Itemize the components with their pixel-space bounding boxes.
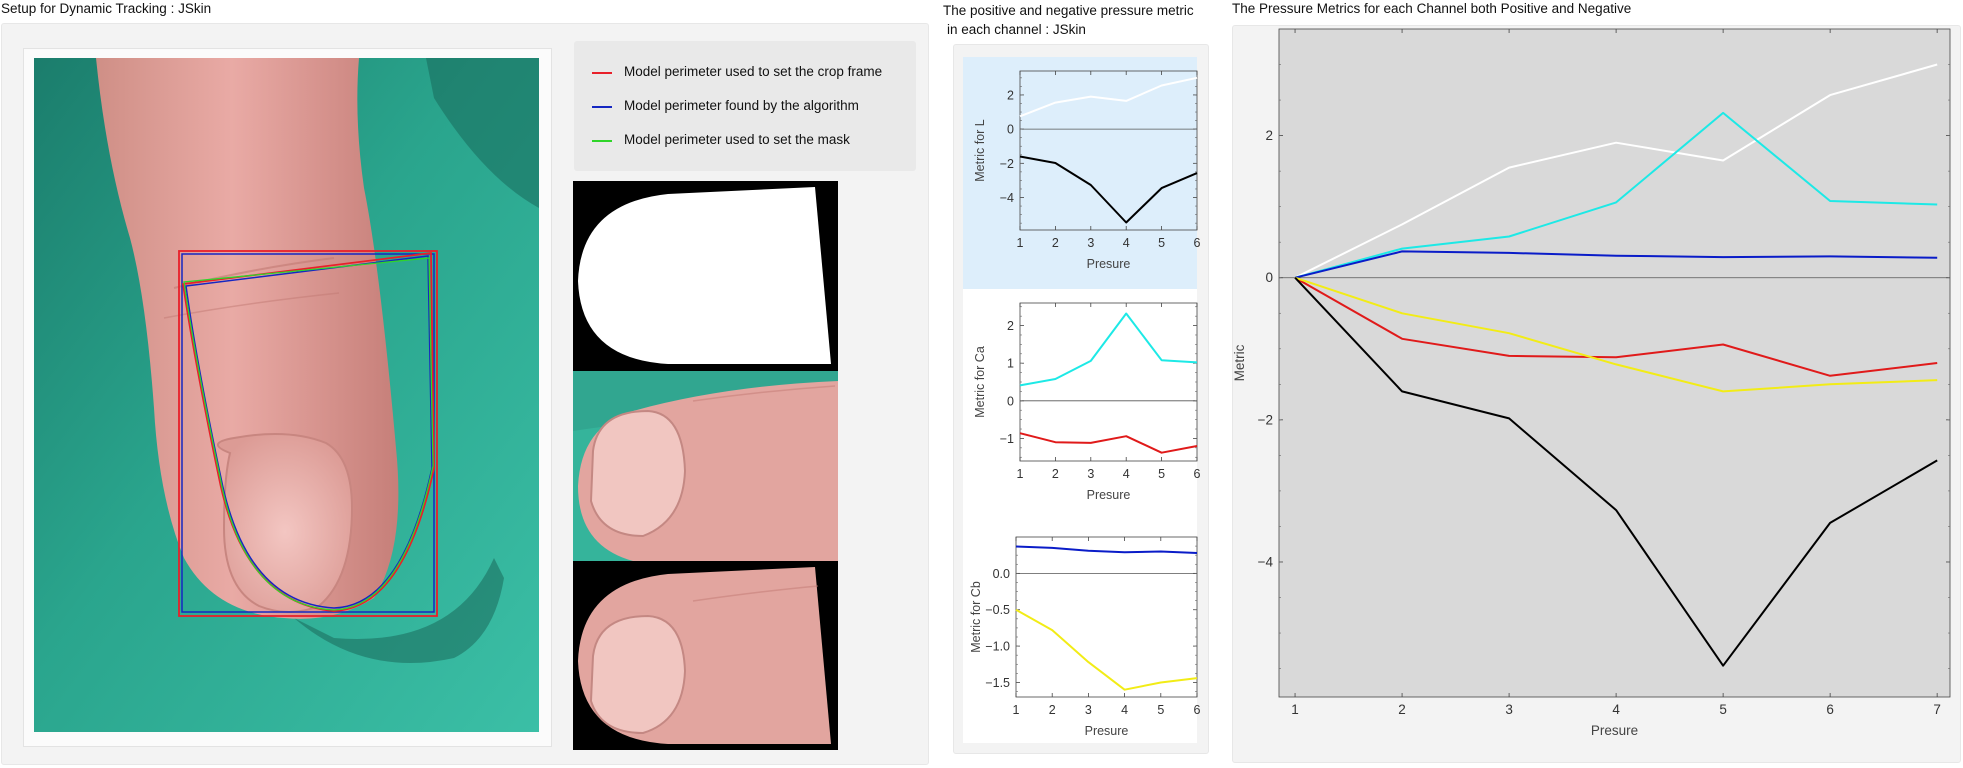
- series-line: [1019, 312, 1198, 387]
- x-tick-label: 2: [1398, 702, 1406, 717]
- y-tick-label: 0: [1007, 123, 1014, 137]
- y-axis-label: Metric for Ca: [973, 346, 987, 418]
- x-tick-label: 6: [1194, 703, 1201, 717]
- x-tick-label: 5: [1158, 236, 1165, 250]
- y-tick-label: −2: [1000, 157, 1014, 171]
- series-line: [1294, 276, 1938, 393]
- x-tick-label: 2: [1052, 467, 1059, 481]
- y-tick-label: 0.0: [993, 567, 1010, 581]
- x-axis-label: Presure: [1085, 724, 1129, 738]
- x-tick-label: 5: [1158, 467, 1165, 481]
- legend-label: Model perimeter used to set the mask: [624, 132, 850, 147]
- y-tick-label: −1.0: [985, 640, 1010, 654]
- chart-L-background: [963, 57, 1197, 289]
- y-axis-label: Metric for L: [973, 119, 987, 182]
- y-tick-label: −0.5: [985, 603, 1010, 617]
- x-tick-label: 3: [1505, 702, 1513, 717]
- combined-metric-chart: 2 0 −2 −4 1 2 3 4 5 6 7 Presure Metric: [1232, 28, 1951, 738]
- plot-frame: [1015, 536, 1198, 698]
- series-line: [1294, 277, 1938, 667]
- cropped-finger-image: [573, 371, 838, 561]
- series-line: [1294, 276, 1938, 377]
- metric-Ca-chart: 2 1 0 −1 1 2 3 4 5 6 Presure Metric for Ca: [973, 302, 1201, 502]
- y-tick-label: 2: [1265, 128, 1273, 143]
- setup-title: Setup for Dynamic Tracking : JSkin: [1, 1, 212, 16]
- metric-Cb-chart: 0.0 −0.5 −1.0 −1.51 2 3 4 5 6 Presure Metric for C…: [969, 536, 1201, 738]
- x-axis-label: Presure: [1087, 488, 1131, 502]
- series-line: [1015, 545, 1198, 554]
- x-tick-label: 6: [1194, 236, 1201, 250]
- legend-swatch-blue: [592, 106, 612, 108]
- x-tick-label: 3: [1085, 703, 1092, 717]
- x-tick-label: 4: [1612, 702, 1620, 717]
- y-tick-label: −1.5: [985, 676, 1010, 690]
- x-tick-label: 2: [1049, 703, 1056, 717]
- channel-title-line1: The positive and negative pressure metri…: [943, 3, 1194, 18]
- y-tick-label: −1: [1000, 432, 1014, 446]
- x-tick-label: 1: [1017, 236, 1024, 250]
- series-line: [1294, 111, 1938, 279]
- y-tick-label: −4: [1000, 191, 1014, 205]
- y-tick-label: −4: [1258, 554, 1274, 569]
- series-line: [1019, 432, 1198, 454]
- x-tick-label: 4: [1123, 236, 1130, 250]
- finger-photo: [34, 58, 539, 732]
- legend-label: Model perimeter found by the algorithm: [624, 98, 859, 113]
- series-line: [1019, 155, 1198, 224]
- series-line: [1294, 250, 1938, 279]
- x-tick-label: 5: [1719, 702, 1727, 717]
- plot-frame: [1019, 302, 1198, 462]
- mask-image: [573, 181, 838, 371]
- x-tick-label: 4: [1121, 703, 1128, 717]
- perimeter-legend: Model perimeter used to set the crop fra…: [574, 41, 916, 171]
- x-tick-label: 1: [1291, 702, 1299, 717]
- y-tick-label: 0: [1007, 394, 1014, 408]
- metric-L-chart: 2 0 −2 −4 1 2 3 4 5 6 Presure Metric for L: [973, 70, 1201, 271]
- channel-title-line2: in each channel : JSkin: [947, 22, 1086, 37]
- x-tick-label: 1: [1017, 467, 1024, 481]
- plot-frame: [1019, 70, 1198, 231]
- series-line: [1294, 63, 1938, 279]
- legend-swatch-red: [592, 72, 612, 74]
- x-tick-label: 6: [1194, 467, 1201, 481]
- y-tick-label: 0: [1265, 270, 1273, 285]
- x-tick-label: 1: [1013, 703, 1020, 717]
- y-tick-label: 2: [1007, 319, 1014, 333]
- x-tick-label: 6: [1826, 702, 1834, 717]
- x-tick-label: 4: [1123, 467, 1130, 481]
- masked-finger-image: [573, 561, 838, 750]
- plot-frame: [1278, 28, 1951, 698]
- series-line: [1019, 76, 1198, 118]
- x-tick-label: 3: [1087, 236, 1094, 250]
- x-axis-label: Presure: [1087, 257, 1131, 271]
- x-tick-label: 7: [1933, 702, 1941, 717]
- y-tick-label: −2: [1258, 412, 1273, 427]
- y-tick-label: 2: [1007, 88, 1014, 102]
- y-axis-label: Metric: [1232, 344, 1247, 381]
- x-tick-label: 5: [1157, 703, 1164, 717]
- x-tick-label: 2: [1052, 236, 1059, 250]
- y-axis-label: Metric for Cb: [969, 581, 983, 653]
- y-tick-label: 1: [1007, 357, 1014, 371]
- legend-label: Model perimeter used to set the crop fra…: [624, 64, 883, 79]
- series-line: [1015, 608, 1198, 691]
- combined-title: The Pressure Metrics for each Channel bo…: [1232, 1, 1632, 16]
- x-axis-label: Presure: [1591, 723, 1638, 738]
- chart-Ca-background: [963, 289, 1197, 743]
- x-tick-label: 3: [1087, 467, 1094, 481]
- legend-swatch-green: [592, 140, 612, 142]
